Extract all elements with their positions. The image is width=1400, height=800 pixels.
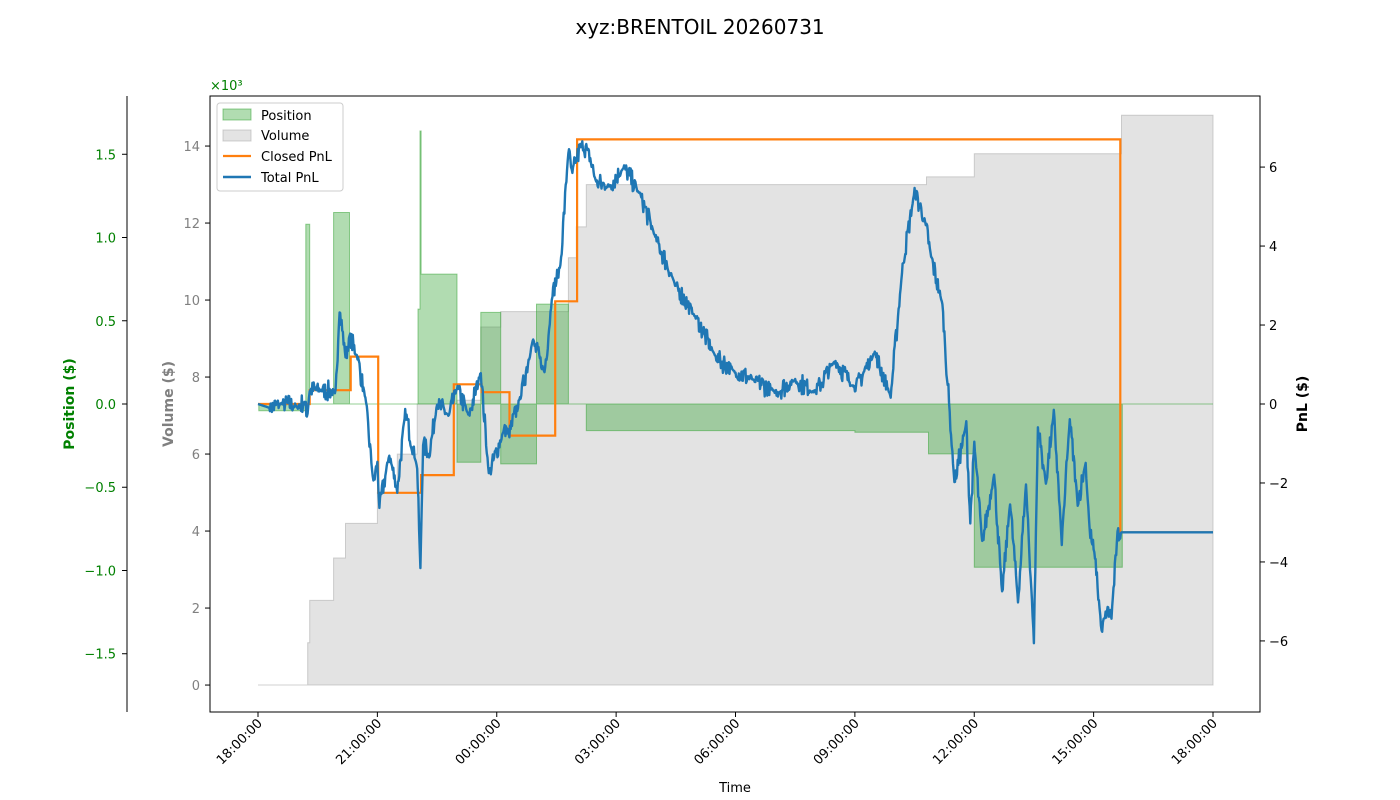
volume-tick-label: 14 [183, 140, 200, 155]
volume-tick-label: 10 [183, 294, 200, 309]
pnl-axis: 6 4 2 0 −2 −4 −6 [1260, 161, 1288, 650]
pnl-axis-label: PnL ($) [1295, 376, 1311, 433]
x-tick-label: 03:00:00 [572, 716, 624, 768]
legend-label-volume: Volume [261, 129, 309, 144]
chart-title: xyz:BRENTOIL 20260731 [575, 15, 824, 39]
volume-axis-label: Volume ($) [161, 361, 177, 447]
position-tick-label: 0.0 [95, 398, 116, 413]
pnl-tick-label: 0 [1269, 398, 1277, 413]
x-tick-label: 21:00:00 [333, 716, 385, 768]
pnl-tick-label: 4 [1269, 240, 1277, 255]
x-tick-label: 18:00:00 [1169, 716, 1221, 768]
volume-tick-label: 12 [183, 217, 200, 232]
legend-label-total-pnl: Total PnL [260, 171, 319, 186]
position-tick-label: −0.5 [84, 481, 116, 496]
position-tick-label: −1.0 [84, 564, 116, 579]
x-tick-label: 15:00:00 [1050, 716, 1102, 768]
legend-label-position: Position [261, 109, 312, 124]
x-tick-label: 00:00:00 [453, 716, 505, 768]
pnl-tick-label: 6 [1269, 161, 1277, 176]
volume-tick-label: 6 [192, 448, 200, 463]
series-volume-area [258, 114, 1214, 686]
position-tick-label: 1.0 [95, 232, 116, 247]
pnl-tick-label: 2 [1269, 319, 1277, 334]
pnl-tick-label: −2 [1269, 477, 1288, 492]
legend-box [216, 102, 344, 192]
legend-swatch-position [222, 108, 252, 121]
volume-tick-label: 8 [192, 371, 200, 386]
volume-tick-label: 0 [192, 679, 200, 694]
x-tick-label: 12:00:00 [930, 716, 982, 768]
legend-swatch-volume [222, 129, 252, 142]
volume-axis-scale: ×10³ [210, 79, 243, 94]
volume-axis: 14 12 10 8 6 4 2 0 [183, 140, 210, 694]
x-tick-label: 06:00:00 [691, 716, 743, 768]
series-total-pnl-line [257, 140, 1214, 645]
volume-tick-label: 4 [192, 525, 200, 540]
position-axis-label: Position ($) [62, 358, 78, 450]
x-tick-label: 09:00:00 [811, 716, 863, 768]
position-tick-label: 0.5 [95, 315, 116, 330]
x-tick-label: 18:00:00 [214, 716, 266, 768]
position-tick-label: −1.5 [84, 648, 116, 663]
x-axis-label: Time [718, 781, 751, 796]
legend: Position Volume Closed PnL Total PnL [216, 102, 344, 192]
position-axis: 1.5 1.0 0.5 0.0 −0.5 −1.0 −1.5 [84, 148, 127, 663]
volume-tick-label: 2 [192, 602, 200, 617]
plot-area [257, 114, 1214, 686]
pnl-tick-label: −4 [1269, 556, 1288, 571]
legend-label-closed-pnl: Closed PnL [261, 150, 333, 165]
position-tick-label: 1.5 [95, 148, 116, 163]
series-position-area [258, 130, 1213, 568]
pnl-tick-label: −6 [1269, 635, 1288, 650]
x-axis: 18:00:00 21:00:00 00:00:00 03:00:00 06:00:00… [214, 712, 1221, 768]
